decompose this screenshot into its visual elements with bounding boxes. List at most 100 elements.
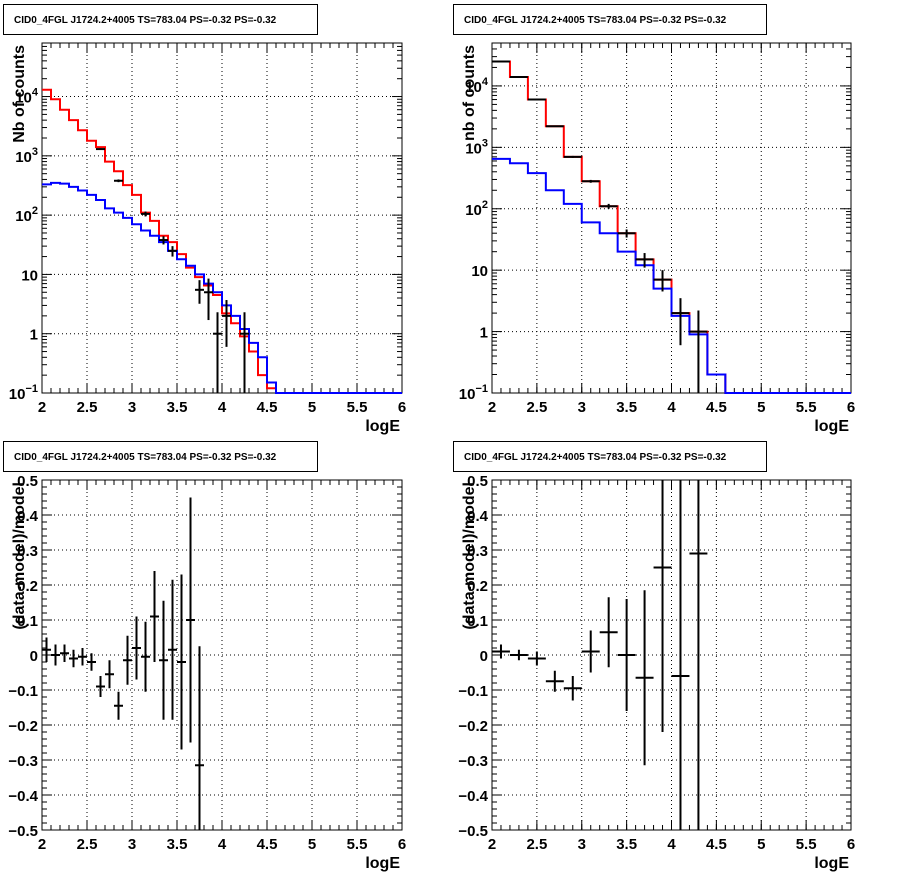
x-tick-label: 4 bbox=[667, 399, 676, 416]
y-tick-label: 1 bbox=[480, 325, 488, 342]
x-tick-label: 2.5 bbox=[77, 399, 98, 416]
y-tick-label: 0 bbox=[480, 648, 488, 665]
histogram-series-2 bbox=[42, 181, 402, 394]
data-point bbox=[689, 310, 708, 393]
y-tick-label: 0.2 bbox=[467, 578, 488, 595]
chart-title: CID0_4FGL J1724.2+4005 TS=783.04 PS=-0.3… bbox=[14, 452, 277, 463]
residual-point bbox=[195, 646, 204, 830]
y-axis-title: (data-model)/model bbox=[11, 482, 28, 630]
data-point bbox=[581, 179, 600, 183]
residual-point bbox=[78, 648, 87, 666]
y-tick-label: 104 bbox=[465, 76, 489, 96]
x-tick-label: 3.5 bbox=[616, 399, 637, 416]
x-axis-title: logE bbox=[814, 418, 849, 435]
y-tick-label: −0.3 bbox=[8, 753, 38, 770]
x-tick-label: 4 bbox=[667, 836, 676, 853]
plot-frame bbox=[491, 479, 852, 831]
data-point bbox=[617, 229, 636, 238]
residual-point bbox=[159, 600, 168, 720]
data-point bbox=[141, 211, 150, 217]
x-tick-label: 4.5 bbox=[257, 836, 278, 853]
x-tick-label: 3 bbox=[128, 399, 136, 416]
data-point bbox=[545, 125, 564, 128]
y-tick-label: 10 bbox=[471, 263, 488, 280]
residual-point bbox=[563, 676, 582, 701]
data-point bbox=[96, 148, 105, 151]
x-tick-label: 4 bbox=[218, 399, 227, 416]
y-tick-label: 102 bbox=[465, 199, 488, 219]
x-tick-label: 6 bbox=[398, 836, 406, 853]
y-tick-label: 0.4 bbox=[17, 508, 39, 525]
residual-point bbox=[150, 571, 159, 662]
x-tick-label: 2 bbox=[488, 399, 496, 416]
y-tick-label: 0.5 bbox=[467, 473, 488, 490]
data-point bbox=[563, 155, 582, 158]
data-point bbox=[653, 270, 672, 292]
y-tick-label: 10 bbox=[21, 267, 38, 284]
residual-point bbox=[141, 621, 150, 692]
x-tick-label: 5 bbox=[308, 399, 316, 416]
x-tick-label: 5 bbox=[757, 836, 765, 853]
chart-title: CID0_4FGL J1724.2+4005 TS=783.04 PS=-0.3… bbox=[464, 15, 727, 26]
y-tick-label: 0.4 bbox=[467, 508, 489, 525]
y-axis-title: Nb of counts bbox=[11, 45, 28, 143]
y-tick-label: 104 bbox=[15, 87, 39, 107]
residual-point bbox=[689, 480, 708, 830]
x-tick-label: 3.5 bbox=[616, 836, 637, 853]
data-point bbox=[159, 236, 168, 245]
x-tick-label: 3.5 bbox=[167, 399, 188, 416]
residual-point bbox=[671, 480, 690, 830]
residual-point bbox=[545, 670, 564, 692]
residual-point bbox=[168, 579, 177, 720]
residual-point bbox=[123, 635, 132, 685]
residual-point bbox=[69, 649, 78, 668]
residual-point bbox=[492, 644, 510, 659]
chart-title-box: CID0_4FGL J1724.2+4005 TS=783.04 PS=-0.3… bbox=[453, 4, 767, 35]
x-tick-label: 2 bbox=[488, 836, 496, 853]
residual-point bbox=[599, 597, 618, 668]
y-tick-label: 10−1 bbox=[9, 383, 38, 403]
y-tick-label: 103 bbox=[15, 146, 38, 166]
x-tick-label: 5 bbox=[757, 399, 765, 416]
x-axis-title: logE bbox=[365, 418, 400, 435]
residual-point bbox=[96, 676, 105, 697]
x-axis-title: logE bbox=[365, 855, 400, 872]
y-tick-label: −0.1 bbox=[8, 683, 38, 700]
residual-point bbox=[87, 653, 96, 671]
y-tick-label: −0.5 bbox=[8, 823, 38, 840]
data-point bbox=[213, 312, 222, 393]
x-tick-label: 3.5 bbox=[167, 836, 188, 853]
x-tick-label: 3 bbox=[578, 836, 586, 853]
data-point bbox=[635, 253, 654, 268]
x-tick-label: 2.5 bbox=[77, 836, 98, 853]
data-point bbox=[195, 280, 204, 304]
y-tick-label: 0.2 bbox=[17, 578, 38, 595]
chart-title-box: CID0_4FGL J1724.2+4005 TS=783.04 PS=-0.3… bbox=[453, 441, 767, 472]
y-tick-label: 102 bbox=[15, 205, 38, 225]
x-tick-label: 4.5 bbox=[706, 836, 727, 853]
residual-point bbox=[635, 590, 654, 766]
x-tick-label: 2.5 bbox=[526, 399, 547, 416]
data-point bbox=[240, 312, 249, 393]
x-axis-title: logE bbox=[814, 855, 849, 872]
y-tick-label: −0.1 bbox=[458, 683, 488, 700]
residual-point bbox=[653, 480, 672, 732]
x-tick-label: 5 bbox=[308, 836, 316, 853]
residual-point bbox=[51, 644, 60, 666]
residual-point bbox=[617, 599, 636, 711]
y-tick-label: −0.2 bbox=[8, 718, 38, 735]
residual-point bbox=[105, 660, 114, 689]
residual-point bbox=[60, 644, 69, 662]
x-tick-label: 4 bbox=[218, 836, 227, 853]
chart-title: CID0_4FGL J1724.2+4005 TS=783.04 PS=-0.3… bbox=[464, 452, 727, 463]
y-tick-label: −0.4 bbox=[458, 788, 488, 805]
x-tick-label: 3 bbox=[128, 836, 136, 853]
chart-title-box: CID0_4FGL J1724.2+4005 TS=783.04 PS=-0.3… bbox=[3, 4, 318, 35]
y-tick-label: −0.4 bbox=[8, 788, 38, 805]
x-tick-label: 2 bbox=[38, 836, 46, 853]
x-tick-label: 4.5 bbox=[257, 399, 278, 416]
residual-point bbox=[509, 649, 528, 661]
x-tick-label: 5.5 bbox=[347, 399, 368, 416]
x-tick-label: 2.5 bbox=[526, 836, 547, 853]
y-tick-label: 10−1 bbox=[459, 383, 488, 403]
